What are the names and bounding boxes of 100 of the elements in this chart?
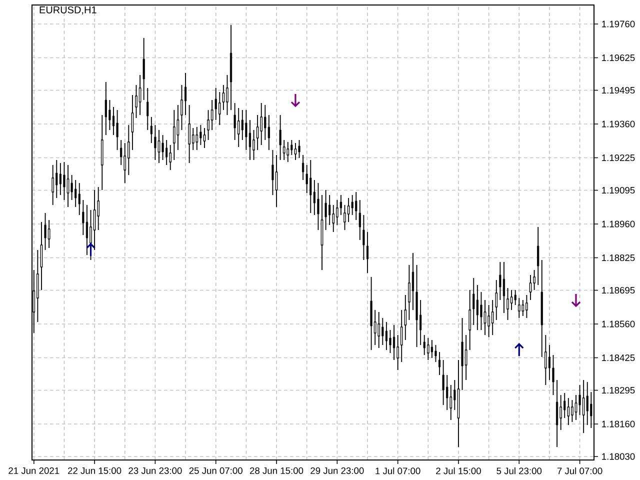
candlestick [142, 38, 145, 100]
point [86, 243, 96, 257]
x-tick-label: 29 Jun 23:00 [310, 467, 364, 474]
candlestick [426, 338, 430, 360]
candlestick [358, 200, 361, 240]
candlestick [214, 88, 217, 120]
x-tick-label: 1 Jul 07:00 [376, 467, 420, 474]
candlestick [560, 394, 562, 430]
candlestick [518, 298, 520, 318]
candlestick [104, 82, 107, 136]
candlestick [112, 106, 115, 136]
candlestick [544, 334, 547, 386]
candlestick [344, 204, 346, 230]
x-tick-label: 2 Jul 15:00 [436, 467, 481, 474]
candlestick [382, 318, 384, 346]
candlestick [438, 352, 441, 376]
candlestick [510, 290, 513, 310]
candlestick [336, 200, 338, 226]
candlestick [245, 110, 248, 150]
candlestick [529, 274, 532, 300]
candlestick [279, 114, 282, 160]
candlestick [44, 212, 46, 250]
candlestick [389, 330, 392, 354]
candlestick [347, 198, 350, 222]
candlestick [526, 294, 528, 318]
candlestick [578, 384, 581, 416]
candlestick [310, 160, 312, 214]
candlestick [248, 120, 252, 160]
candlestick [192, 128, 194, 150]
candlestick [366, 232, 369, 274]
candlestick [36, 250, 39, 322]
candlestick [63, 162, 66, 200]
candlestick [306, 164, 308, 194]
y-tick-label: 1.18695 [602, 286, 635, 294]
candlestick [378, 312, 380, 348]
point [290, 93, 300, 107]
y-tick-label: 1.19760 [602, 20, 635, 28]
candlestick [200, 124, 202, 146]
y-tick-label: 1.19360 [602, 120, 635, 128]
candlestick [548, 344, 550, 380]
candlestick [172, 110, 176, 160]
y-tick-label: 1.19095 [602, 186, 635, 194]
candlestick [574, 394, 578, 420]
candlestick [488, 304, 490, 338]
candlestick [328, 194, 331, 226]
candlestick [499, 262, 502, 300]
y-tick-label: 1.18030 [602, 453, 635, 460]
candlestick [313, 180, 316, 216]
candlestick [332, 204, 335, 232]
candlestick [586, 382, 588, 426]
y-tick-label: 1.19495 [602, 86, 635, 94]
candlestick [264, 104, 266, 140]
candlestick [502, 262, 505, 314]
candlestick [146, 88, 149, 130]
candlestick [468, 290, 472, 350]
point [571, 293, 581, 307]
candlestick [203, 128, 206, 148]
candlestick [256, 114, 259, 150]
x-tick-label: 25 Jun 07:00 [189, 467, 242, 474]
candlestick [340, 194, 342, 216]
x-tick-label: 5 Jul 23:00 [496, 467, 542, 474]
y-tick-label: 1.18825 [602, 254, 635, 262]
candlestick [430, 340, 433, 358]
candlestick [286, 142, 290, 162]
candlestick [552, 354, 554, 396]
candlestick [302, 154, 304, 180]
candlestick [237, 108, 240, 148]
candlestick [404, 294, 407, 340]
candlestick [97, 186, 100, 230]
x-tick-label: 21 Jun 2021 [8, 467, 60, 474]
candlestick [86, 204, 88, 256]
candlestick [567, 398, 570, 426]
candlestick [180, 84, 183, 130]
candlestick [564, 392, 566, 418]
candlestick [56, 160, 58, 198]
candlestick [48, 220, 50, 248]
candlestick [127, 124, 130, 176]
candlestick [70, 174, 73, 200]
candlestick [282, 140, 286, 160]
candlestick [324, 190, 327, 230]
candlestick [78, 182, 80, 216]
candlestick [491, 300, 494, 336]
candlestick [514, 290, 516, 306]
candlestick [162, 134, 164, 160]
candlestick [317, 182, 320, 230]
candlestick [188, 104, 190, 164]
candlestick [226, 74, 228, 116]
y-tick-label: 1.18960 [602, 220, 635, 228]
candlestick [82, 200, 84, 236]
candlestick [362, 214, 365, 260]
candlestick [74, 180, 77, 208]
candlestick [537, 226, 540, 286]
candlestick [484, 300, 486, 336]
candlestick [298, 140, 300, 158]
candlestick [222, 84, 225, 110]
candlestick [252, 130, 255, 160]
x-tick-label: 7 Jul 07:00 [557, 467, 602, 474]
candlestick [59, 162, 62, 196]
x-tick-label: 23 Jun 23:00 [128, 467, 182, 474]
candlestick [385, 322, 388, 350]
